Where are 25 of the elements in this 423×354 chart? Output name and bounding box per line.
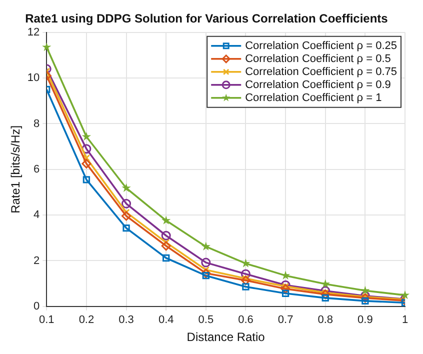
legend-label: Correlation Coefficient ρ = 0.75 [245, 66, 397, 78]
legend-label: Correlation Coefficient ρ = 0.5 [245, 52, 391, 65]
x-tick-label: 0.2 [78, 314, 94, 326]
y-axis-title: Rate1 [bits/s/Hz] [8, 125, 23, 214]
legend-label: Correlation Coefficient ρ = 1 [245, 92, 382, 104]
legend-label: Correlation Coefficient ρ = 0.25 [245, 40, 397, 52]
y-tick-label: 10 [27, 72, 40, 84]
legend-label: Correlation Coefficient ρ = 0.9 [245, 78, 391, 91]
x-tick-label: 0.1 [38, 314, 54, 326]
chart-title: Rate1 using DDPG Solution for Various Correlation Coefficients [25, 12, 388, 26]
y-tick-label: 4 [34, 209, 40, 222]
x-tick-label: 0.7 [278, 314, 294, 326]
x-tick-label: 0.8 [318, 314, 334, 326]
y-tick-label: 6 [34, 163, 40, 176]
x-tick-label: 0.6 [238, 314, 254, 326]
y-tick-label: 0 [34, 300, 40, 312]
y-tick-label: 8 [34, 118, 40, 130]
x-tick-label: 1 [402, 314, 408, 326]
x-tick-label: 0.5 [198, 314, 214, 326]
y-tick-label: 2 [34, 254, 40, 267]
y-tick-label: 12 [27, 26, 40, 38]
x-axis-title: Distance Ratio [186, 330, 266, 344]
x-tick-label: 0.3 [118, 314, 134, 326]
x-tick-label: 0.4 [158, 314, 174, 326]
x-tick-label: 0.9 [358, 314, 373, 326]
